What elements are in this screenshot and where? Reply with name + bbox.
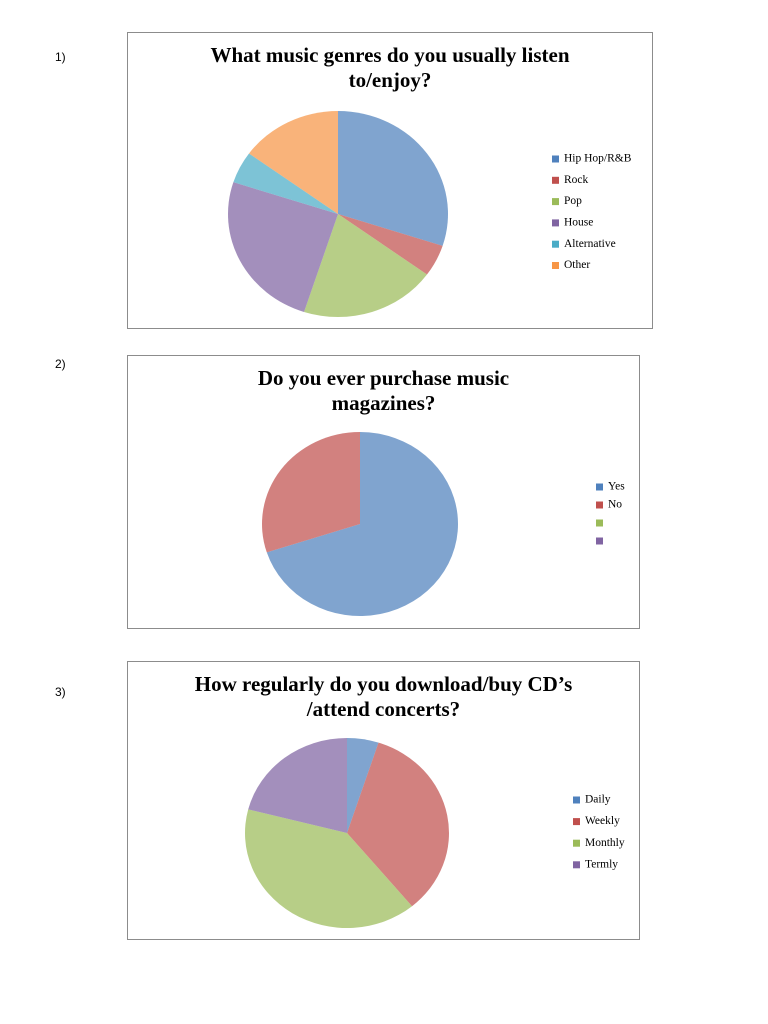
pie-slice xyxy=(228,182,338,312)
chart: Daily Weekly Monthly Termly xyxy=(245,738,625,928)
pie-slice xyxy=(304,214,427,318)
chart-title: Do you ever purchase music magazines? xyxy=(257,366,510,415)
legend-swatch xyxy=(552,240,559,248)
question-number: 1) xyxy=(55,50,66,64)
legend-swatch xyxy=(552,198,559,206)
legend-label: Hip Hop/R&B xyxy=(564,153,632,165)
chart-frame: Daily Weekly Monthly Termly How regularly d… xyxy=(127,661,640,940)
legend-label: House xyxy=(564,217,593,229)
pie-slice xyxy=(266,432,458,616)
legend-swatch xyxy=(552,262,559,269)
legend-swatch xyxy=(573,818,580,826)
chart-title: How regularly do you download/buy CD’s /… xyxy=(194,672,573,721)
legend-label: Yes xyxy=(608,481,625,493)
pie-slice xyxy=(338,111,448,246)
chart: Yes No xyxy=(262,432,625,616)
legend-label: Termly xyxy=(585,858,618,870)
chart-title: What music genres do you usually listen … xyxy=(210,43,570,92)
pie-slice xyxy=(347,738,379,833)
legend-label: Rock xyxy=(564,174,589,186)
legend-swatch xyxy=(552,219,559,227)
legend-swatch xyxy=(596,501,603,509)
legend-swatch xyxy=(552,176,559,184)
chart-frame: Yes No Do you ever purchase music magazin… xyxy=(127,355,640,629)
legend-swatch xyxy=(573,839,580,847)
legend-swatch xyxy=(596,537,603,545)
legend-label: Alternative xyxy=(564,238,616,250)
legend-swatch xyxy=(552,155,559,163)
pie-slice xyxy=(338,214,443,275)
question-number: 2) xyxy=(55,357,66,371)
chart-frame: Hip Hop/R&B Rock Pop House Alternative Other … xyxy=(127,32,653,329)
legend-label: Monthly xyxy=(585,837,625,849)
legend-swatch xyxy=(573,861,580,869)
pie-slice xyxy=(262,432,360,553)
pie-slice xyxy=(245,809,413,928)
legend-label: Weekly xyxy=(585,815,620,827)
legend-label: Other xyxy=(564,259,590,271)
legend-swatch xyxy=(573,796,580,804)
pie-slice xyxy=(249,111,338,214)
pie-slice xyxy=(233,153,338,214)
question-number: 3) xyxy=(55,685,66,699)
legend-label: No xyxy=(608,499,622,511)
legend-label: Daily xyxy=(585,794,611,806)
pie-slice xyxy=(248,738,347,833)
legend-swatch xyxy=(596,519,603,527)
chart: Hip Hop/R&B Rock Pop House Alternative Other xyxy=(228,111,632,318)
legend-swatch xyxy=(596,483,603,491)
legend-label: Pop xyxy=(564,195,582,207)
pie-slice xyxy=(347,742,450,907)
